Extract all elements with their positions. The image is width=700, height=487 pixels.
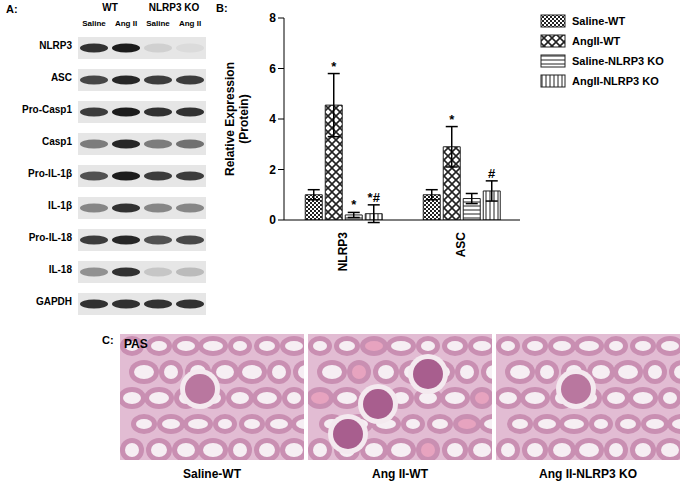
svg-text:*: *	[449, 112, 455, 127]
svg-text:0: 0	[269, 213, 276, 227]
svg-text:GAPDH: GAPDH	[36, 296, 72, 307]
svg-text:NLRP3 KO: NLRP3 KO	[149, 2, 200, 13]
svg-text:A:: A:	[8, 3, 18, 15]
svg-text:ASC: ASC	[51, 72, 72, 83]
html-text:AngII-WT: AngII-WT	[572, 35, 621, 47]
html-text:B:: B:	[216, 2, 228, 14]
html-text:Saline-WT: Saline-WT	[572, 15, 626, 27]
svg-text:#: #	[488, 166, 496, 181]
svg-text:NLRP3: NLRP3	[39, 40, 72, 51]
svg-text:*: *	[331, 59, 337, 74]
html-text:Ang II-WT: Ang II-WT	[372, 467, 428, 481]
svg-text:*#: *#	[368, 190, 381, 205]
svg-text:4: 4	[269, 112, 276, 126]
svg-text:6: 6	[269, 62, 276, 76]
svg-text:Ang II: Ang II	[179, 19, 201, 28]
svg-text:Casp1: Casp1	[42, 136, 72, 147]
svg-text:Relative Expression(Protein): Relative Expression(Protein)	[223, 62, 251, 176]
svg-text:Pro-IL-1β: Pro-IL-1β	[28, 168, 72, 179]
svg-text:Saline: Saline	[146, 19, 170, 28]
svg-text:Pro-IL-18: Pro-IL-18	[29, 232, 73, 243]
svg-text:NLRP3: NLRP3	[336, 232, 350, 272]
svg-text:IL-18: IL-18	[49, 264, 73, 275]
html-text:Ang II-NLRP3 KO: Ang II-NLRP3 KO	[539, 467, 637, 481]
html-text:AngII-NLRP3 KO: AngII-NLRP3 KO	[572, 75, 659, 87]
svg-text:2: 2	[269, 163, 276, 177]
html-text:C:: C:	[102, 334, 114, 346]
svg-text:Saline: Saline	[82, 19, 106, 28]
svg-text:ASC: ASC	[454, 232, 468, 258]
svg-text:8: 8	[269, 11, 276, 25]
svg-text:WT: WT	[102, 2, 118, 13]
svg-text:PAS: PAS	[124, 337, 148, 351]
html-text:Saline-WT: Saline-WT	[183, 467, 241, 481]
html-text:Saline-NLRP3 KO: Saline-NLRP3 KO	[572, 55, 664, 67]
svg-text:Pro-Casp1: Pro-Casp1	[22, 104, 72, 115]
svg-text:IL-1β: IL-1β	[48, 200, 72, 211]
svg-text:*: *	[351, 197, 357, 212]
svg-text:Ang II: Ang II	[115, 19, 137, 28]
